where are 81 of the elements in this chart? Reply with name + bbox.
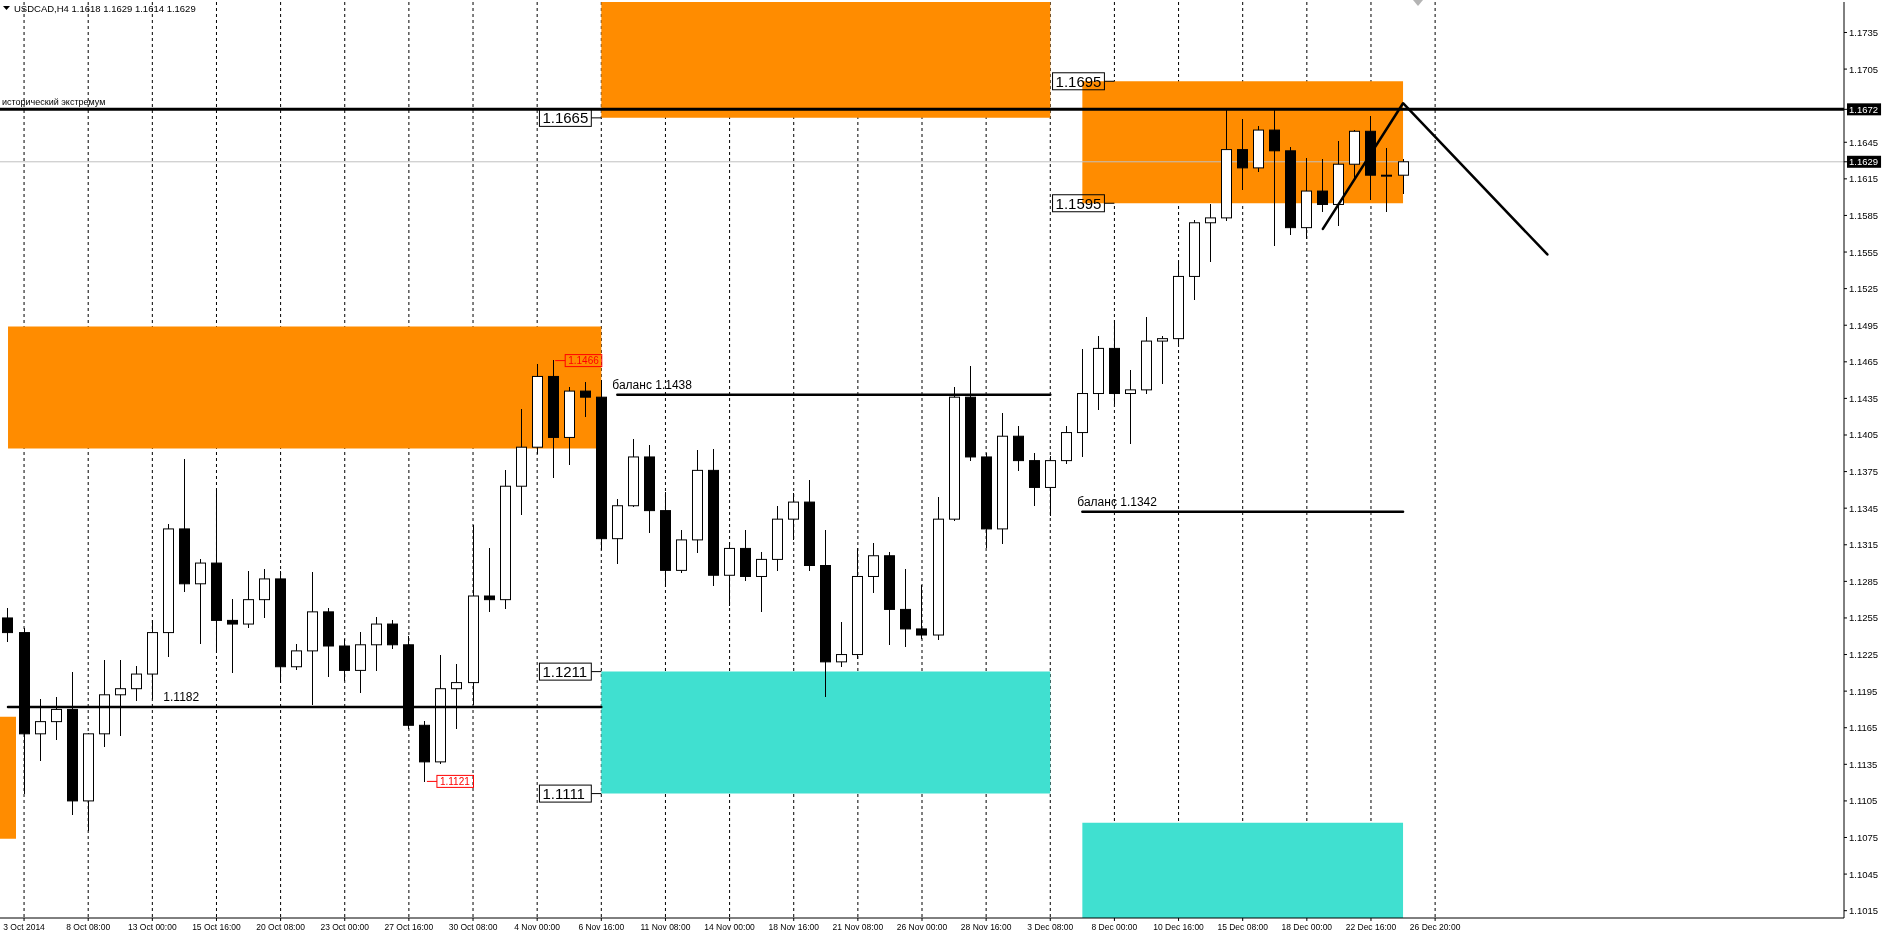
- annotation: 1.1466: [568, 355, 600, 367]
- series-label: баланс 1.1438: [612, 377, 693, 392]
- y-tick-label: 1.1315: [1849, 539, 1879, 551]
- x-tick-label: 4 Nov 00:00: [514, 922, 561, 932]
- x-tick-label: 18 Dec 00:00: [1281, 922, 1333, 932]
- x-tick-label: 11 Nov 08:00: [640, 922, 691, 932]
- y-tick-label: 1.1585: [1849, 209, 1879, 221]
- annotation: 1.1695: [1055, 72, 1102, 90]
- x-tick-label: 15 Oct 16:00: [192, 922, 242, 932]
- y-tick-label: 1.1525: [1849, 283, 1879, 295]
- annotation: 1.1121: [439, 776, 471, 788]
- candlestick: [195, 558, 206, 645]
- y-tick-label: 1.1615: [1849, 173, 1879, 185]
- series-label: баланс 1.1342: [1077, 494, 1158, 509]
- candlestick: [387, 619, 398, 650]
- x-tick-label: 18 Nov 16:00: [768, 922, 820, 932]
- chart-title: USDCAD,H4 1.1618 1.1629 1.1614 1.1629: [14, 3, 196, 14]
- x-tick-label: 20 Oct 08:00: [256, 922, 306, 932]
- y-tick-label: 1.1045: [1849, 868, 1879, 880]
- y-tick-label: 1.1735: [1849, 26, 1879, 38]
- y-tick-label: 1.1435: [1849, 392, 1879, 404]
- annotation: 1.1211: [542, 663, 588, 681]
- candlestick: [1317, 158, 1328, 213]
- candlestick: [1398, 158, 1409, 195]
- x-tick-label: 15 Dec 08:00: [1217, 922, 1269, 932]
- x-tick-label: 13 Oct 00:00: [127, 922, 177, 932]
- y-tick-label: 1.1645: [1849, 136, 1879, 148]
- annotation: 1.1665: [542, 109, 589, 127]
- candlestick: [756, 551, 767, 613]
- candlestick: [1125, 369, 1136, 445]
- y-tick-label: 1.1375: [1849, 466, 1879, 478]
- x-tick-label: 23 Oct 00:00: [320, 922, 370, 932]
- series-label: 1.1182: [163, 689, 200, 704]
- candlestick: [580, 381, 591, 418]
- x-tick-label: 30 Oct 08:00: [448, 922, 498, 932]
- y-tick-label: 1.1015: [1849, 905, 1879, 917]
- candlestick: [484, 547, 495, 613]
- candlestick: [1205, 203, 1216, 263]
- candlestick: [836, 621, 847, 668]
- candlestick: [900, 568, 911, 648]
- x-tick-label: 21 Nov 08:00: [832, 922, 884, 932]
- candlestick: [1237, 118, 1248, 191]
- y-tick-label: 1.1465: [1849, 356, 1879, 368]
- x-tick-label: 26 Dec 20:00: [1409, 922, 1461, 932]
- y-tick-label: 1.1495: [1849, 319, 1879, 331]
- y-tick-label: 1.1225: [1849, 649, 1879, 661]
- x-tick-label: 14 Nov 00:00: [704, 922, 756, 932]
- candlestick: [868, 542, 879, 594]
- candlestick: [131, 665, 142, 702]
- x-tick-label: 10 Dec 16:00: [1153, 922, 1205, 932]
- candlestick: [291, 643, 302, 671]
- ref-line-label: исторический экстремум: [2, 97, 106, 108]
- candlestick: [1157, 335, 1168, 385]
- y-tick-label: 1.1105: [1849, 795, 1878, 807]
- x-tick-label: 3 Dec 08:00: [1027, 922, 1074, 932]
- annotation: 1.1595: [1055, 194, 1102, 212]
- candlestick: [788, 492, 799, 541]
- candlestick: [2, 607, 13, 643]
- y-tick-label: 1.1135: [1849, 758, 1878, 770]
- y-tick-label: 1.1195: [1849, 685, 1878, 697]
- x-tick-label: 28 Nov 16:00: [960, 922, 1012, 932]
- x-tick-label: 26 Nov 00:00: [896, 922, 948, 932]
- y-tick-label: 1.1255: [1849, 612, 1879, 624]
- y-tick-label: 1.1345: [1849, 502, 1879, 514]
- y-tick-label: 1.1705: [1849, 63, 1879, 75]
- y-tick-label: 1.1405: [1849, 429, 1879, 441]
- y-tick-label: 1.1555: [1849, 246, 1879, 258]
- y-tick-label: 1.1285: [1849, 575, 1879, 587]
- x-tick-label: 6 Nov 16:00: [578, 922, 625, 932]
- x-tick-label: 3 Oct 2014: [3, 922, 46, 932]
- x-tick-label: 8 Oct 08:00: [66, 922, 111, 932]
- x-tick-label: 8 Dec 00:00: [1091, 922, 1138, 932]
- candlestick: [259, 568, 270, 619]
- x-tick-label: 22 Dec 16:00: [1345, 922, 1397, 932]
- annotation: 1.1111: [542, 785, 585, 803]
- y-tick-label: 1.1165: [1849, 722, 1878, 734]
- y-tick-label: 1.1075: [1849, 832, 1879, 843]
- candlestick: [371, 616, 382, 672]
- x-tick-label: 27 Oct 16:00: [384, 922, 434, 932]
- candlestick: [1381, 147, 1392, 213]
- candlestick: [227, 598, 238, 674]
